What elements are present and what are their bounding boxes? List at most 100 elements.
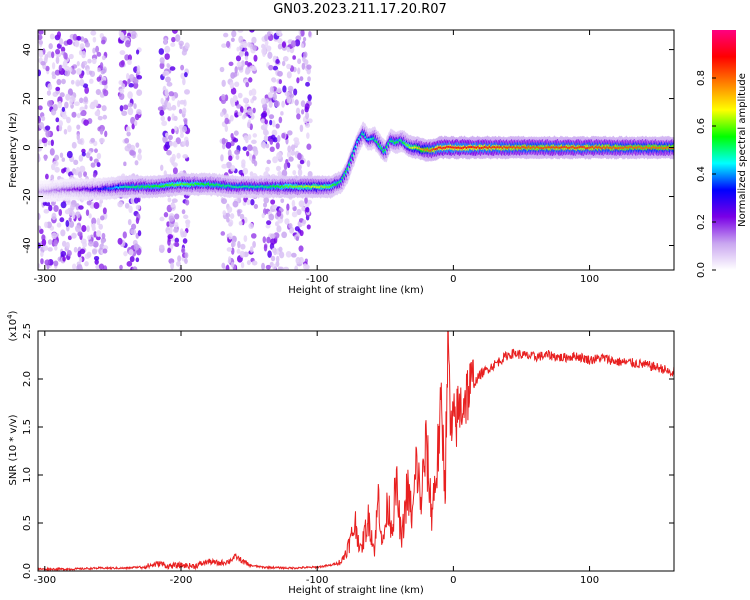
spectrogram-noise-cell	[128, 83, 134, 88]
snr-x-axis-label: Height of straight line (km)	[288, 585, 424, 596]
spectrogram-noise-cell	[71, 111, 77, 118]
spectrogram-noise-cell	[240, 243, 246, 250]
spectrogram-noise-cell	[92, 101, 99, 107]
x-tick-label: 0	[450, 274, 456, 285]
spectrogram-noise-cell	[245, 82, 250, 88]
spectrogram-noise-cell	[240, 60, 245, 67]
spectrogram-noise-cell	[225, 161, 232, 169]
spectrogram-noise-cell	[244, 51, 249, 58]
spectrogram-noise-cell	[65, 200, 72, 206]
spectrogram-noise-cell	[252, 240, 256, 248]
spectrogram-noise-cell	[131, 123, 135, 130]
spectrogram-noise-cell	[252, 95, 257, 101]
spectrogram-noise-cell	[251, 158, 256, 164]
spectrogram-noise-cell	[163, 212, 169, 218]
spectrogram-noise-cell	[221, 198, 228, 205]
spectrogram-noise-cell	[251, 260, 258, 266]
spectrogram-noise-cell	[95, 230, 102, 238]
spectrogram-noise-cell	[124, 54, 130, 61]
spectrogram-noise-cell	[74, 101, 80, 107]
spectrogram-noise-cell	[234, 66, 238, 74]
spectrogram-noise-cell	[51, 212, 57, 221]
spectrogram-noise-cell	[76, 61, 80, 67]
spectrogram-noise-cell	[159, 216, 165, 222]
spectrogram-noise-cell	[71, 141, 77, 149]
spectrogram-noise-cell	[277, 43, 283, 50]
spectrogram-noise-cell	[55, 86, 61, 92]
spectrogram-noise-cell	[306, 160, 311, 168]
spectrogram-noise-cell	[127, 59, 132, 66]
spectrogram-noise-cell	[68, 66, 73, 73]
spectrogram-noise-cell	[293, 88, 298, 96]
spectrogram-noise-cell	[96, 217, 101, 226]
spectrogram-noise-cell	[166, 149, 172, 156]
spectrogram-noise-cell	[38, 146, 42, 152]
spectrogram-noise-cell	[182, 107, 187, 115]
spectrogram-noise-cell	[69, 220, 75, 228]
spectrogram-noise-cell	[285, 209, 290, 216]
spectrogram-noise-cell	[58, 120, 63, 127]
spectrogram-noise-cell	[39, 228, 44, 235]
spectrogram-noise-cell	[232, 138, 239, 143]
spectrogram-noise-cell	[166, 81, 173, 87]
spectrogram-noise-cell	[93, 256, 100, 261]
spectrogram-noise-cell	[279, 251, 285, 259]
spectrogram-noise-cell	[171, 95, 176, 101]
x-tick-label: 100	[580, 274, 599, 285]
spectrogram-noise-cell	[60, 250, 67, 257]
spectrogram-noise-cell	[233, 130, 239, 136]
spectrogram-noise-cell	[102, 248, 108, 254]
spectrogram-noise-cell	[294, 265, 299, 270]
spectrogram-noise-cell	[170, 42, 176, 47]
spectrogram-noise-cell	[118, 88, 125, 94]
spectrogram-noise-cell	[265, 143, 270, 149]
spectrogram-noise-cell	[252, 107, 256, 114]
spectrogram-noise-cell	[59, 217, 65, 223]
spectrogram-noise-cell	[177, 100, 181, 108]
spectrogram-noise-cell	[260, 112, 267, 118]
spectrogram-noise-cell	[78, 154, 84, 162]
spectrogram-noise-cell	[62, 114, 68, 120]
spectrogram-noise-cell	[230, 165, 236, 172]
spectrogram-noise-cell	[297, 67, 301, 75]
spectrogram-noise-cell	[167, 197, 172, 203]
spectrogram-noise-cell	[41, 238, 47, 247]
spectrogram-noise-cell	[297, 164, 302, 170]
snr-x-ticks: -300 -200 -100 0 100	[33, 331, 599, 586]
spectrogram-noise-cell	[38, 69, 42, 77]
spectrogram-noise-cell	[47, 83, 53, 91]
colorbar-gradient	[712, 30, 736, 270]
spectrogram-noise-cell	[61, 157, 66, 162]
snr-y-ticks: 0.0 0.5 1.0 1.5 2.0 2.5	[22, 323, 674, 579]
spectrogram-noise-cell	[86, 200, 92, 206]
spectrogram-noise-cell	[246, 150, 250, 157]
spectrogram-noise-cell	[238, 221, 243, 226]
spectrogram-noise-cell	[127, 102, 133, 108]
spectrogram-noise-cell	[171, 198, 178, 203]
colorbar: 0.0 0.2 0.4 0.6 0.8 Normalized spectral ampl…	[696, 30, 748, 278]
spectrogram-y-ticks: -40 -20 0 20 40	[22, 43, 674, 254]
spectrogram-noise-cell	[90, 30, 97, 36]
spectrogram-noise-cell	[242, 97, 249, 104]
spectrogram-noise-cell	[86, 225, 90, 233]
spectrogram-noise-cell	[185, 139, 190, 148]
spectrogram-noise-cell	[71, 200, 76, 205]
spectrogram-noise-cell	[245, 137, 249, 144]
spectrogram-noise-cell	[72, 211, 76, 220]
spectrogram-noise-cell	[40, 258, 44, 265]
spectrogram-noise-cell	[94, 148, 98, 153]
spectrogram-noise-cell	[76, 68, 82, 75]
spectrogram-noise-cell	[286, 94, 290, 102]
spectrogram-noise-cell	[246, 199, 251, 206]
spectrogram-noise-cell	[182, 230, 187, 238]
spectrogram-noise-cell	[136, 65, 141, 73]
spectrogram-noise-cell	[296, 113, 301, 120]
spectrogram-noise-cell	[267, 250, 272, 258]
spectrogram-noise-cell	[226, 217, 230, 223]
spectrogram-noise-cell	[160, 97, 164, 105]
spectrogram-noise-cell	[44, 201, 51, 207]
spectrogram-noise-cell	[223, 32, 229, 38]
spectrogram-noise-cell	[171, 128, 175, 135]
x-tick-label: -100	[306, 575, 329, 586]
spectrogram-noise-cell	[277, 37, 283, 44]
